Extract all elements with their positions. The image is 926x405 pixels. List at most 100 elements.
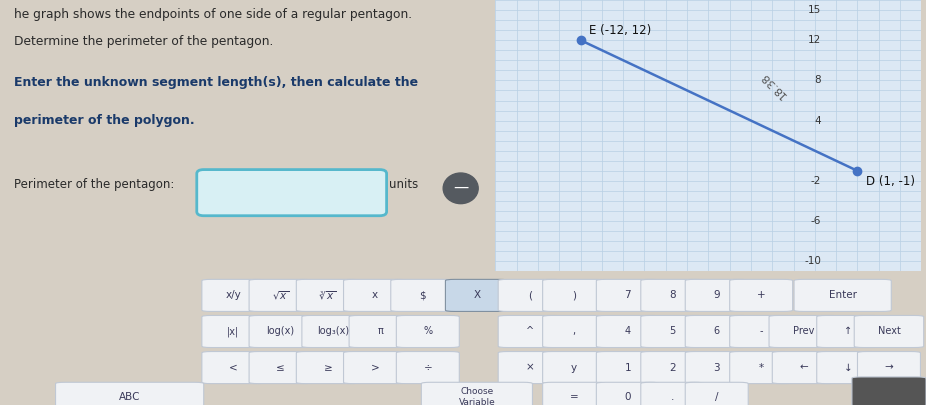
FancyBboxPatch shape — [852, 377, 926, 405]
FancyBboxPatch shape — [296, 352, 359, 384]
FancyBboxPatch shape — [769, 315, 839, 347]
FancyBboxPatch shape — [249, 352, 312, 384]
FancyBboxPatch shape — [641, 279, 704, 311]
FancyBboxPatch shape — [596, 315, 659, 347]
FancyBboxPatch shape — [543, 315, 606, 347]
FancyBboxPatch shape — [302, 315, 365, 347]
Text: 12: 12 — [808, 35, 821, 45]
Text: *: * — [758, 362, 764, 373]
Text: -2: -2 — [811, 176, 821, 186]
Text: Perimeter of the pentagon:: Perimeter of the pentagon: — [14, 178, 174, 191]
Text: $\sqrt[3]{x}$: $\sqrt[3]{x}$ — [319, 289, 336, 302]
FancyBboxPatch shape — [396, 315, 459, 347]
FancyBboxPatch shape — [685, 315, 748, 347]
Text: Enter: Enter — [829, 290, 857, 301]
Text: units: units — [389, 178, 419, 191]
FancyBboxPatch shape — [197, 170, 387, 216]
FancyBboxPatch shape — [421, 382, 532, 405]
Text: %: % — [423, 326, 432, 337]
Text: 8: 8 — [669, 290, 676, 301]
Text: |x|: |x| — [227, 326, 240, 337]
Text: (: ( — [528, 290, 532, 301]
FancyBboxPatch shape — [396, 352, 459, 384]
Text: 4: 4 — [625, 326, 631, 337]
Text: ≤: ≤ — [276, 362, 285, 373]
FancyBboxPatch shape — [249, 279, 312, 311]
Text: ↓: ↓ — [844, 362, 853, 373]
FancyBboxPatch shape — [543, 352, 606, 384]
FancyBboxPatch shape — [202, 315, 265, 347]
FancyBboxPatch shape — [596, 279, 659, 311]
FancyBboxPatch shape — [730, 352, 793, 384]
FancyBboxPatch shape — [202, 279, 265, 311]
Circle shape — [444, 173, 478, 204]
Text: 3: 3 — [713, 362, 720, 373]
FancyBboxPatch shape — [349, 315, 412, 347]
Text: ↑: ↑ — [845, 326, 852, 337]
Text: log(x): log(x) — [267, 326, 294, 337]
FancyBboxPatch shape — [730, 279, 793, 311]
FancyBboxPatch shape — [391, 279, 454, 311]
Text: 6: 6 — [714, 326, 720, 337]
Text: .: . — [670, 392, 674, 402]
Text: 9: 9 — [713, 290, 720, 301]
Text: ×: × — [525, 362, 534, 373]
Text: x: x — [372, 290, 378, 301]
FancyBboxPatch shape — [596, 352, 659, 384]
FancyBboxPatch shape — [543, 382, 606, 405]
FancyBboxPatch shape — [344, 352, 407, 384]
Text: >: > — [370, 362, 380, 373]
Text: 5: 5 — [669, 326, 675, 337]
Text: ): ) — [572, 290, 576, 301]
FancyBboxPatch shape — [344, 279, 407, 311]
Text: 0: 0 — [624, 392, 632, 402]
FancyBboxPatch shape — [498, 315, 561, 347]
FancyBboxPatch shape — [498, 352, 561, 384]
Text: 4: 4 — [815, 115, 821, 126]
Text: ÷: ÷ — [423, 362, 432, 373]
Text: perimeter of the polygon.: perimeter of the polygon. — [14, 114, 194, 127]
FancyBboxPatch shape — [857, 352, 920, 384]
Text: Next: Next — [878, 326, 900, 337]
FancyBboxPatch shape — [641, 382, 704, 405]
FancyBboxPatch shape — [202, 352, 265, 384]
Text: -6: -6 — [811, 216, 821, 226]
Text: 15: 15 — [808, 5, 821, 15]
Text: =: = — [569, 392, 579, 402]
FancyBboxPatch shape — [249, 315, 312, 347]
Text: Prev: Prev — [793, 326, 815, 337]
FancyBboxPatch shape — [296, 279, 359, 311]
Text: Determine the perimeter of the pentagon.: Determine the perimeter of the pentagon. — [14, 35, 273, 48]
FancyBboxPatch shape — [855, 315, 924, 347]
FancyBboxPatch shape — [730, 315, 793, 347]
Text: $\sqrt{x}$: $\sqrt{x}$ — [272, 289, 289, 302]
Text: π: π — [378, 326, 383, 337]
Text: 7: 7 — [624, 290, 632, 301]
Text: E (-12, 12): E (-12, 12) — [589, 24, 651, 37]
FancyBboxPatch shape — [817, 315, 880, 347]
FancyBboxPatch shape — [795, 279, 891, 311]
Text: 1: 1 — [624, 362, 632, 373]
Text: /: / — [715, 392, 719, 402]
FancyBboxPatch shape — [641, 315, 704, 347]
FancyBboxPatch shape — [543, 279, 606, 311]
FancyBboxPatch shape — [596, 382, 659, 405]
FancyBboxPatch shape — [685, 382, 748, 405]
Text: 2: 2 — [669, 362, 676, 373]
FancyBboxPatch shape — [641, 352, 704, 384]
Text: ABC: ABC — [119, 392, 141, 402]
Text: $: $ — [419, 290, 426, 301]
Text: 18.38: 18.38 — [758, 70, 788, 100]
Text: -10: -10 — [805, 256, 821, 266]
Text: X: X — [473, 290, 481, 301]
Text: 8: 8 — [815, 75, 821, 85]
Text: →: → — [884, 362, 894, 373]
Text: ,: , — [572, 326, 576, 337]
FancyBboxPatch shape — [498, 279, 561, 311]
Text: Choose
Variable: Choose Variable — [458, 387, 495, 405]
Text: +: + — [757, 290, 766, 301]
Text: —: — — [453, 180, 469, 195]
Text: x/y: x/y — [225, 290, 242, 301]
Text: ^: ^ — [526, 326, 533, 337]
Text: Enter the unknown segment length(s), then calculate the: Enter the unknown segment length(s), the… — [14, 76, 418, 89]
